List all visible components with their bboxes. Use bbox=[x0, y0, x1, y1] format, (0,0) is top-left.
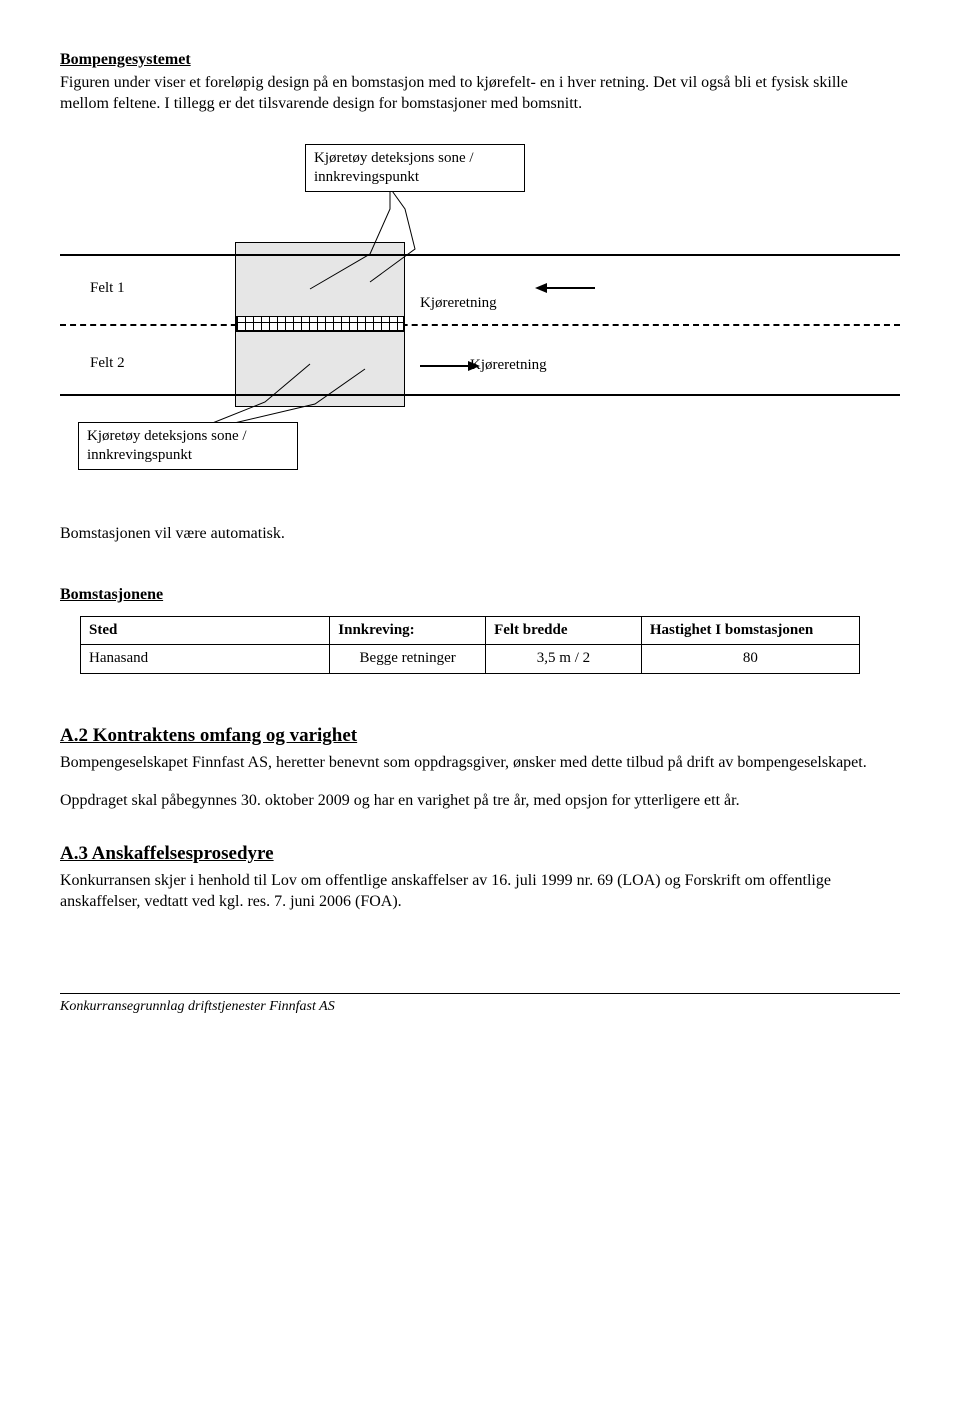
label-felt2: Felt 2 bbox=[90, 354, 125, 374]
heading-a2: A.2 Kontraktens omfang og varighet bbox=[60, 724, 900, 749]
col-bredde: Felt bredde bbox=[486, 616, 642, 645]
arrow-left-icon bbox=[535, 284, 595, 292]
cell-hastighet: 80 bbox=[641, 645, 859, 674]
table-header-row: Sted Innkreving: Felt bredde Hastighet I… bbox=[81, 616, 860, 645]
callout-top: Kjøretøy deteksjons sone / innkrevingspu… bbox=[305, 144, 525, 192]
page-footer: Konkurransegrunnlag driftstjenester Finn… bbox=[60, 993, 900, 1016]
a2-para2: Oppdraget skal påbegynnes 30. oktober 20… bbox=[60, 791, 900, 812]
toll-station-diagram: Kjøretøy deteksjons sone / innkrevingspu… bbox=[60, 144, 900, 514]
col-hastighet: Hastighet I bomstasjonen bbox=[641, 616, 859, 645]
intro-paragraph: Figuren under viser et foreløpig design … bbox=[60, 73, 900, 115]
road-center-dashed bbox=[60, 324, 900, 326]
stations-table: Sted Innkreving: Felt bredde Hastighet I… bbox=[80, 616, 860, 674]
cell-sted: Hanasand bbox=[81, 645, 330, 674]
auto-statement: Bomstasjonen vil være automatisk. bbox=[60, 524, 900, 545]
label-felt1: Felt 1 bbox=[90, 279, 125, 299]
label-direction-2: Kjøreretning bbox=[470, 356, 547, 376]
col-innkreving: Innkreving: bbox=[330, 616, 486, 645]
a2-para1: Bompengeselskapet Finnfast AS, heretter … bbox=[60, 753, 900, 774]
a3-para1: Konkurransen skjer i henhold til Lov om … bbox=[60, 871, 900, 913]
road-edge-bottom bbox=[60, 394, 900, 396]
callout-bottom: Kjøretøy deteksjons sone / innkrevingspu… bbox=[78, 422, 298, 470]
section-bompengesystemet-title: Bompengesystemet bbox=[60, 50, 900, 71]
cell-bredde: 3,5 m / 2 bbox=[486, 645, 642, 674]
callout-top-text: Kjøretøy deteksjons sone / innkrevingspu… bbox=[314, 150, 474, 185]
arrow-right-icon bbox=[420, 362, 480, 370]
callout-bottom-text: Kjøretøy deteksjons sone / innkrevingspu… bbox=[87, 428, 247, 463]
heading-a3: A.3 Anskaffelsesprosedyre bbox=[60, 842, 900, 867]
road-edge-top bbox=[60, 254, 900, 256]
table-row: Hanasand Begge retninger 3,5 m / 2 80 bbox=[81, 645, 860, 674]
col-sted: Sted bbox=[81, 616, 330, 645]
section-bomstasjonene-title: Bomstasjonene bbox=[60, 585, 900, 606]
label-direction-1: Kjøreretning bbox=[420, 294, 497, 314]
barrier-hatch bbox=[236, 316, 404, 332]
cell-innkreving: Begge retninger bbox=[330, 645, 486, 674]
